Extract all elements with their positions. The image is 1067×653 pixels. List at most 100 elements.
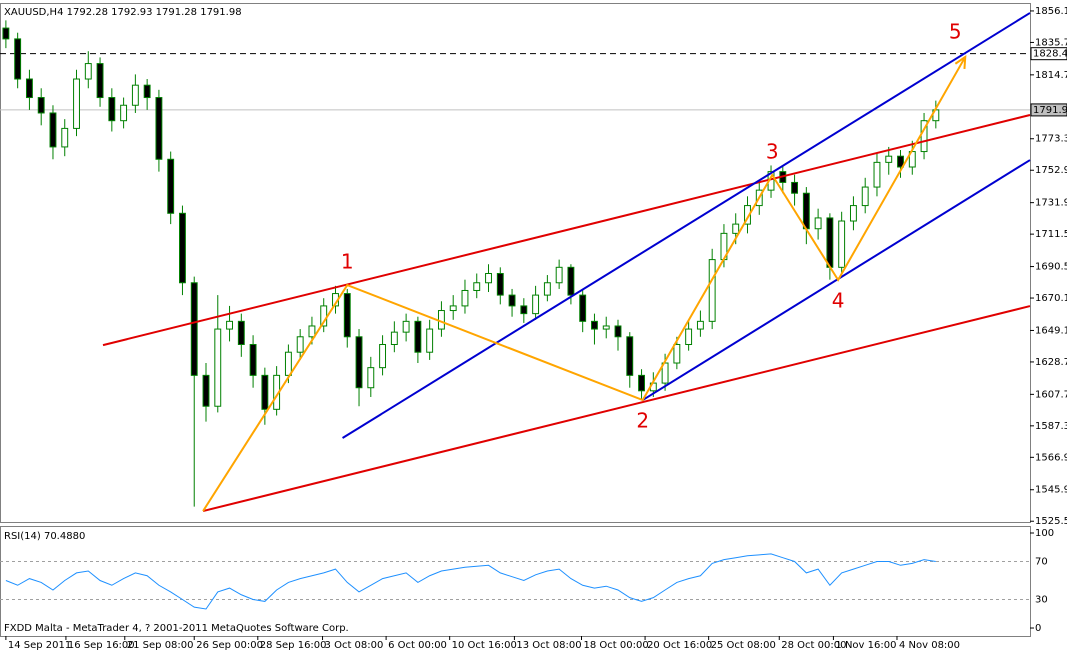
x-tick-label: 26 Sep 00:00 <box>196 640 263 651</box>
candle-body <box>108 97 116 122</box>
candle-body <box>791 181 799 194</box>
candle-body <box>437 310 445 330</box>
candle-body <box>496 272 504 296</box>
x-tick-label: 4 Nov 08:00 <box>899 640 960 651</box>
x-tick-label: 18 Oct 00:00 <box>584 640 649 651</box>
candle-body <box>179 212 186 284</box>
candle-body <box>402 320 410 333</box>
y-tick-label: 1773.30 <box>1035 134 1067 145</box>
x-tick-label: 14 Sep 2011 <box>8 640 71 651</box>
candle-body <box>849 205 857 222</box>
candle-body <box>343 293 351 338</box>
candle-body <box>390 331 398 345</box>
candle-body <box>861 186 869 207</box>
candle-body <box>555 266 563 284</box>
rsi-title: RSI(14) 70.4880 <box>4 531 85 542</box>
candle-body <box>49 112 57 148</box>
y-tick-label: 1545.90 <box>1035 485 1067 496</box>
candle-body <box>73 78 80 129</box>
candle-body <box>84 63 92 80</box>
candle-body <box>14 38 22 80</box>
x-tick-label: 25 Oct 08:00 <box>711 640 776 651</box>
candle-body <box>155 97 163 160</box>
wave-arrowhead <box>954 54 967 69</box>
y-tick-label: 1814.70 <box>1035 70 1067 81</box>
y-tick-label: 1711.50 <box>1035 229 1067 240</box>
candle-body <box>296 336 304 353</box>
candle-body <box>167 158 175 214</box>
trend-line <box>102 114 1031 347</box>
candle-body <box>226 320 233 330</box>
candle-body <box>355 336 363 389</box>
candle-body <box>202 374 210 407</box>
candle-body <box>602 325 610 330</box>
candle-body <box>131 84 139 106</box>
x-tick-label: 13 Oct 08:00 <box>516 640 581 651</box>
candle-body <box>190 282 198 376</box>
candle-body <box>873 161 881 188</box>
candle-body <box>567 266 575 296</box>
candle-body <box>2 27 10 40</box>
candle-body <box>696 320 704 330</box>
wave-label: 1 <box>341 250 354 274</box>
candle-body <box>449 305 457 312</box>
y-tick-label: 1752.90 <box>1035 165 1067 176</box>
y-tick-label: 1835.70 <box>1035 37 1067 48</box>
x-tick-label: 3 Oct 08:00 <box>325 640 384 651</box>
candle-body <box>214 328 222 407</box>
candle-body <box>414 320 422 353</box>
trend-line <box>642 159 1031 401</box>
candle-body <box>379 343 387 369</box>
main-panel-frame <box>0 3 1031 523</box>
candle-body <box>826 217 834 268</box>
price-label: 1791.98 <box>1033 105 1067 116</box>
rsi-tick-label: 100 <box>1035 528 1054 539</box>
y-tick-label: 1628.70 <box>1035 357 1067 368</box>
candle-body <box>814 217 822 230</box>
y-tick-label: 1649.10 <box>1035 325 1067 336</box>
candle-body <box>532 294 540 315</box>
x-tick-label: 28 Sep 16:00 <box>260 640 327 651</box>
x-tick-label: 20 Oct 16:00 <box>647 640 712 651</box>
chart-layer: 1856.10 1835.70 1814.70 1773.30 1752.90 1731.… <box>0 6 1067 651</box>
candle-body <box>638 374 645 392</box>
candle-body <box>897 155 904 168</box>
candle-body <box>61 127 69 148</box>
candle-body <box>120 104 128 122</box>
x-tick-label: 21 Sep 08:00 <box>127 640 194 651</box>
candle-body <box>838 220 846 268</box>
rsi-line <box>5 553 936 610</box>
rsi-tick-label: 70 <box>1035 556 1048 567</box>
rsi-tick-label: 0 <box>1035 623 1041 634</box>
x-tick-label: 28 Oct 00:00 <box>781 640 846 651</box>
y-tick-label: 1856.10 <box>1035 6 1067 17</box>
candle-body <box>237 320 245 345</box>
candle-body <box>261 374 269 410</box>
candle-body <box>885 155 893 163</box>
y-tick-label: 1566.90 <box>1035 452 1067 463</box>
candle-body <box>37 97 45 114</box>
candle-body <box>508 294 516 307</box>
y-tick-label: 1607.70 <box>1035 389 1067 400</box>
rsi-panel-frame <box>0 526 1031 637</box>
candle-body <box>284 351 292 376</box>
y-tick-label: 1587.30 <box>1035 421 1067 432</box>
candle-body <box>579 294 587 322</box>
wave-label: 3 <box>766 140 779 164</box>
rsi-tick-label: 30 <box>1035 595 1048 606</box>
candle-body <box>367 367 375 389</box>
wave-label: 5 <box>949 19 962 43</box>
footer: FXDD Malta - MetaTrader 4, ? 2001-2011 M… <box>4 623 349 634</box>
trend-line <box>342 12 1031 439</box>
candle-body <box>426 328 434 353</box>
wave-label: 2 <box>636 409 649 433</box>
y-tick-label: 1525.50 <box>1035 516 1067 527</box>
candle-body <box>96 63 104 99</box>
x-tick-label: 6 Oct 00:00 <box>388 640 447 651</box>
candle-body <box>543 282 551 296</box>
candle-body <box>673 343 681 364</box>
candle-body <box>591 320 598 330</box>
candle-body <box>685 328 693 345</box>
candle-body <box>614 325 622 338</box>
